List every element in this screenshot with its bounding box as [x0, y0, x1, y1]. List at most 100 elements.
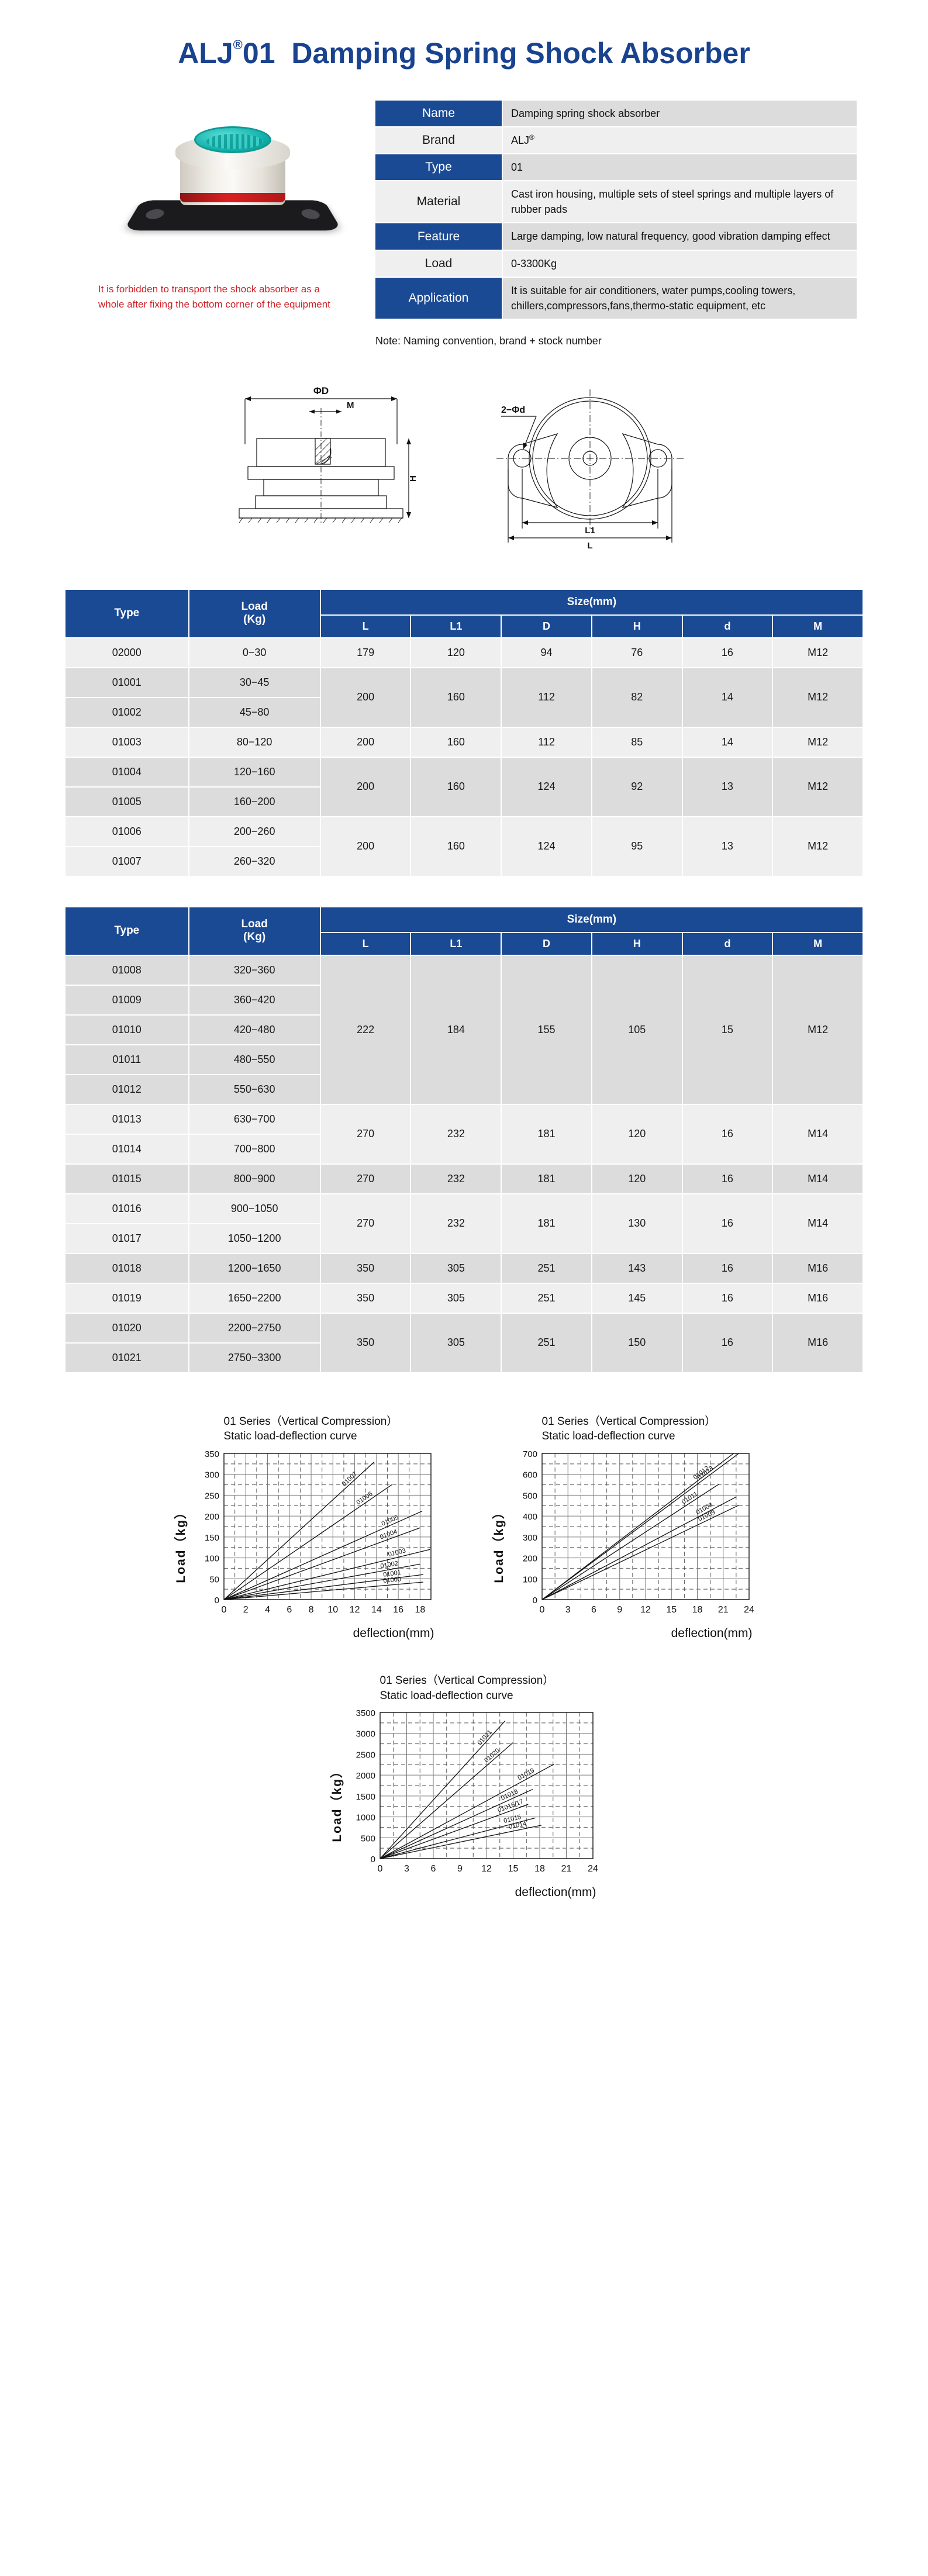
table-row: 01004 120−160 200 160 124 92 13 M12 — [64, 756, 864, 817]
cell-size-D: 94 — [501, 637, 592, 668]
product-photo-column: It is forbidden to transport the shock a… — [88, 88, 374, 313]
dim2-header-row-1: Type Load (Kg) Size(mm) — [64, 906, 864, 956]
table-row: 01009 360−420 — [64, 984, 863, 1016]
cell-load: 1200−1650 — [188, 1252, 321, 1284]
table-row: 01003 80−120 200 160 112 85 14 M12 — [64, 726, 864, 758]
cell-type: 01009 — [64, 984, 189, 1016]
cell-size-L1: 305 — [410, 1282, 502, 1314]
cell-size-d: 15 — [681, 954, 774, 1105]
x-tick-label: 14 — [371, 1605, 381, 1615]
x-tick-label: 18 — [415, 1605, 425, 1615]
table-row: 01007 260−320 — [64, 845, 863, 877]
cell-load: 900−1050 — [188, 1193, 321, 1224]
charts-row-top: 01 Series（Vertical Compression） Static l… — [0, 1373, 928, 1641]
series-line-01016/17 — [380, 1804, 529, 1860]
cell-load: 800−900 — [188, 1163, 321, 1194]
chart-3-subtitle: Static load-deflection curve — [380, 1689, 513, 1702]
dim1-th-L1: L1 — [410, 614, 502, 638]
y-tick-label: 150 — [204, 1533, 219, 1543]
chart-3-area: Load（kg） 0 500 1000 1500 2000 2500 3000 3500 0 3 6… — [329, 1707, 600, 1882]
title-brand-model: ALJ®01 — [178, 37, 283, 70]
series-line-01007 — [223, 1461, 375, 1600]
cell-size-L: 200 — [319, 816, 412, 877]
series-line-01018 — [380, 1789, 533, 1859]
x-tick-label: 3 — [404, 1864, 409, 1874]
spec-row-material: Material Cast iron housing, multiple set… — [374, 180, 858, 224]
table-row: 01005 160−200 — [64, 786, 863, 817]
cell-size-L1: 184 — [410, 954, 502, 1105]
cell-size-M: M12 — [772, 954, 864, 1105]
cell-size-D: 181 — [501, 1193, 592, 1254]
cell-size-M: M12 — [772, 726, 864, 758]
series-label-01016/17: 01016/17 — [496, 1798, 524, 1814]
cell-size-L: 270 — [319, 1103, 412, 1165]
series-line-01004 — [223, 1527, 420, 1600]
series-line-01013 — [541, 1453, 739, 1600]
overview-section: It is forbidden to transport the shock a… — [0, 88, 928, 347]
red-band-shape — [180, 193, 285, 202]
cell-size-d: 13 — [681, 816, 774, 877]
cell-size-H: 92 — [591, 756, 683, 817]
table-row: 01018 1200−1650 350 305 251 143 16 M16 — [64, 1252, 864, 1284]
cell-size-M: M12 — [772, 667, 864, 728]
cell-size-L: 200 — [319, 667, 412, 728]
cell-size-D: 251 — [501, 1282, 592, 1314]
y-tick-label: 400 — [522, 1512, 537, 1522]
cell-size-D: 251 — [501, 1312, 592, 1373]
cell-size-M: M16 — [772, 1282, 864, 1314]
table-row: 01010 420−480 — [64, 1014, 863, 1045]
dim2-th-type: Type — [64, 906, 189, 956]
cell-load: 1650−2200 — [188, 1282, 321, 1314]
cell-size-L: 350 — [319, 1312, 412, 1373]
cell-type: 01019 — [64, 1282, 189, 1314]
charts-row-bottom: 01 Series（Vertical Compression） Static l… — [0, 1641, 928, 1900]
cell-size-d: 16 — [681, 637, 774, 668]
naming-convention-note: Note: Naming convention, brand + stock n… — [375, 334, 602, 347]
chart-1-xlabel: deflection(mm) — [353, 1627, 434, 1641]
cell-type: 02000 — [64, 637, 189, 668]
cell-load: 2750−3300 — [188, 1342, 321, 1373]
cell-size-L1: 160 — [410, 756, 502, 817]
spec-value-brand: ALJ® — [502, 126, 858, 155]
cell-type: 01002 — [64, 696, 189, 728]
dim2-th-L1: L1 — [410, 931, 502, 956]
cell-size-H: 76 — [591, 637, 683, 668]
y-tick-label: 0 — [214, 1596, 219, 1605]
chart-3-title: 01 Series（Vertical Compression） Static l… — [380, 1673, 600, 1703]
table-row: 01008 320−360 222 184 155 105 15 M12 — [64, 954, 864, 1105]
dim-label-m: M — [347, 400, 354, 410]
cell-size-L: 222 — [319, 954, 412, 1105]
chart-1: 01 Series（Vertical Compression） Static l… — [173, 1414, 438, 1641]
dimension-table-1-wrap: Type Load (Kg) Size(mm) L L1 D H d M 020… — [0, 565, 928, 877]
cell-type: 01010 — [64, 1014, 189, 1045]
title-rest: Damping Spring Shock Absorber — [291, 37, 750, 70]
cell-type: 01008 — [64, 954, 189, 986]
y-tick-label: 500 — [522, 1491, 537, 1501]
x-tick-label: 6 — [591, 1605, 596, 1615]
y-tick-label: 3000 — [356, 1729, 375, 1739]
chart-3-xlabel: deflection(mm) — [515, 1886, 596, 1900]
dim2-th-load: Load (Kg) — [188, 906, 321, 956]
x-tick-label: 9 — [617, 1605, 622, 1615]
chart-2-title: 01 Series（Vertical Compression） Static l… — [542, 1414, 756, 1444]
x-tick-label: 16 — [393, 1605, 403, 1615]
x-tick-label: 9 — [457, 1864, 463, 1874]
series-line-01019 — [380, 1764, 554, 1859]
dim-label-h: H — [408, 475, 418, 482]
table-row: 01012 550−630 — [64, 1073, 863, 1105]
cell-size-L: 350 — [319, 1282, 412, 1314]
y-tick-label: 0 — [370, 1855, 375, 1864]
x-tick-label: 18 — [534, 1864, 545, 1874]
cell-load: 700−800 — [188, 1133, 321, 1165]
cell-size-H: 95 — [591, 816, 683, 877]
x-tick-label: 6 — [430, 1864, 436, 1874]
dim2-header-row-2: L L1 D H d M — [65, 931, 864, 956]
series-line-01003 — [223, 1549, 430, 1600]
table-row: 01006 200−260 200 160 124 95 13 M12 — [64, 816, 864, 877]
cell-size-L: 350 — [319, 1252, 412, 1284]
y-tick-label: 2500 — [356, 1750, 375, 1760]
series-label-01000: 01000 — [382, 1576, 401, 1584]
table-row: 01017 1050−1200 — [64, 1223, 863, 1254]
cell-size-D: 112 — [501, 726, 592, 758]
transport-warning-text: It is forbidden to transport the shock a… — [98, 284, 330, 310]
